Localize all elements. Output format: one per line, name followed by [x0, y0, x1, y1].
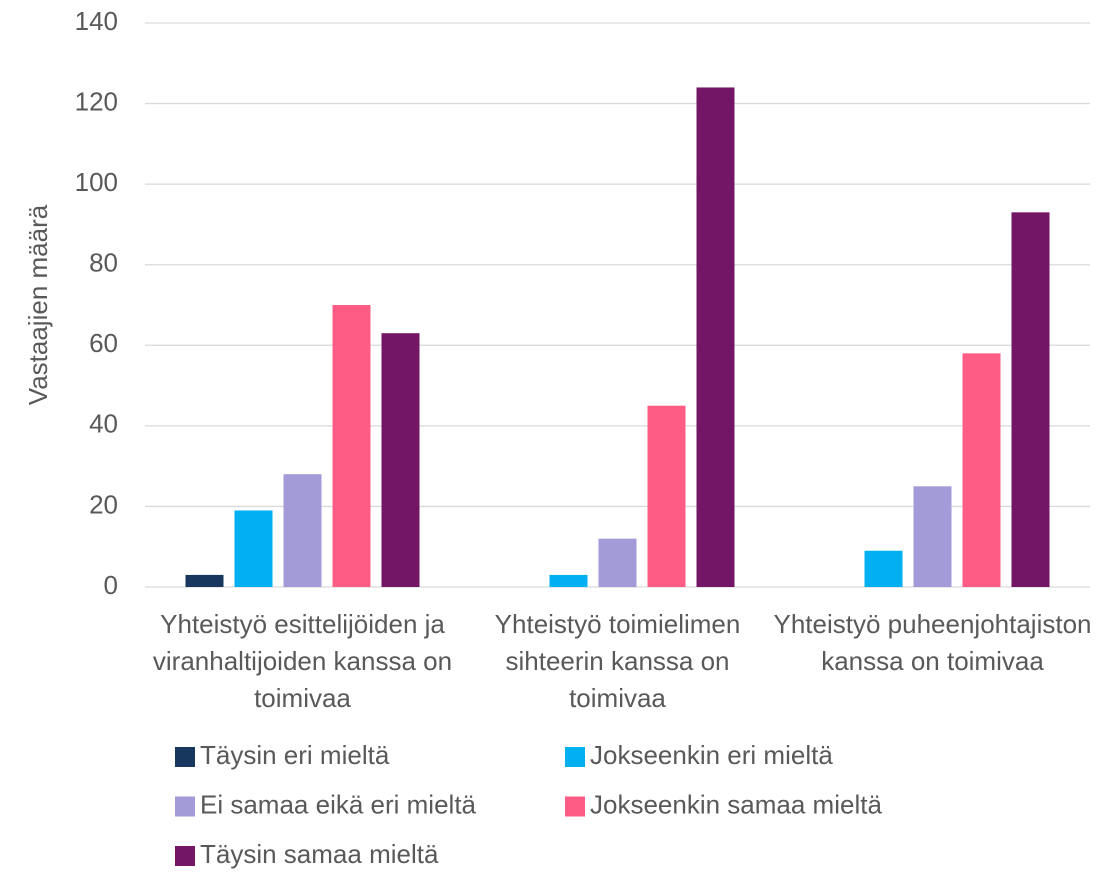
- legend-swatch: [175, 747, 195, 767]
- y-axis-title: Vastaajien määrä: [23, 204, 53, 405]
- bar: [598, 538, 637, 587]
- x-tick-label: Yhteistyö puheenjohtajiston kanssa on toi…: [773, 609, 1091, 676]
- bar: [283, 474, 322, 587]
- y-tick-label: 80: [89, 248, 118, 278]
- bar: [647, 405, 686, 587]
- legend-label: Ei samaa eikä eri mieltä: [200, 789, 477, 819]
- legend-swatch: [175, 796, 195, 817]
- x-tick-label: Yhteistyö esittelijöiden ja viranhaltijoi…: [153, 609, 452, 713]
- bar: [185, 574, 224, 587]
- legend-label: Täysin eri mieltä: [200, 740, 390, 770]
- legend-swatch: [565, 796, 585, 817]
- y-tick-label: 100: [75, 167, 118, 197]
- y-tick-label: 40: [89, 409, 118, 439]
- bar: [864, 550, 903, 587]
- legend-label: Jokseenkin samaa mieltä: [590, 789, 882, 819]
- bar: [332, 305, 371, 587]
- x-tick-label: Yhteistyö toimielimen sihteerin kanssa on…: [495, 609, 741, 713]
- bar: [381, 333, 420, 587]
- bar: [913, 486, 952, 587]
- y-tick-label: 20: [89, 489, 118, 519]
- bar: [696, 87, 735, 587]
- bar: [549, 574, 588, 587]
- y-tick-label: 60: [89, 328, 118, 358]
- legend-swatch: [565, 747, 585, 767]
- bar: [1011, 212, 1050, 588]
- y-tick-label: 0: [104, 570, 118, 600]
- y-tick-label: 140: [75, 6, 118, 36]
- legend-label: Täysin samaa mieltä: [200, 839, 439, 869]
- bar: [234, 510, 273, 587]
- legend-swatch: [175, 846, 195, 866]
- y-tick-label: 120: [75, 86, 118, 116]
- legend-label: Jokseenkin eri mieltä: [590, 740, 833, 770]
- bar: [962, 353, 1001, 587]
